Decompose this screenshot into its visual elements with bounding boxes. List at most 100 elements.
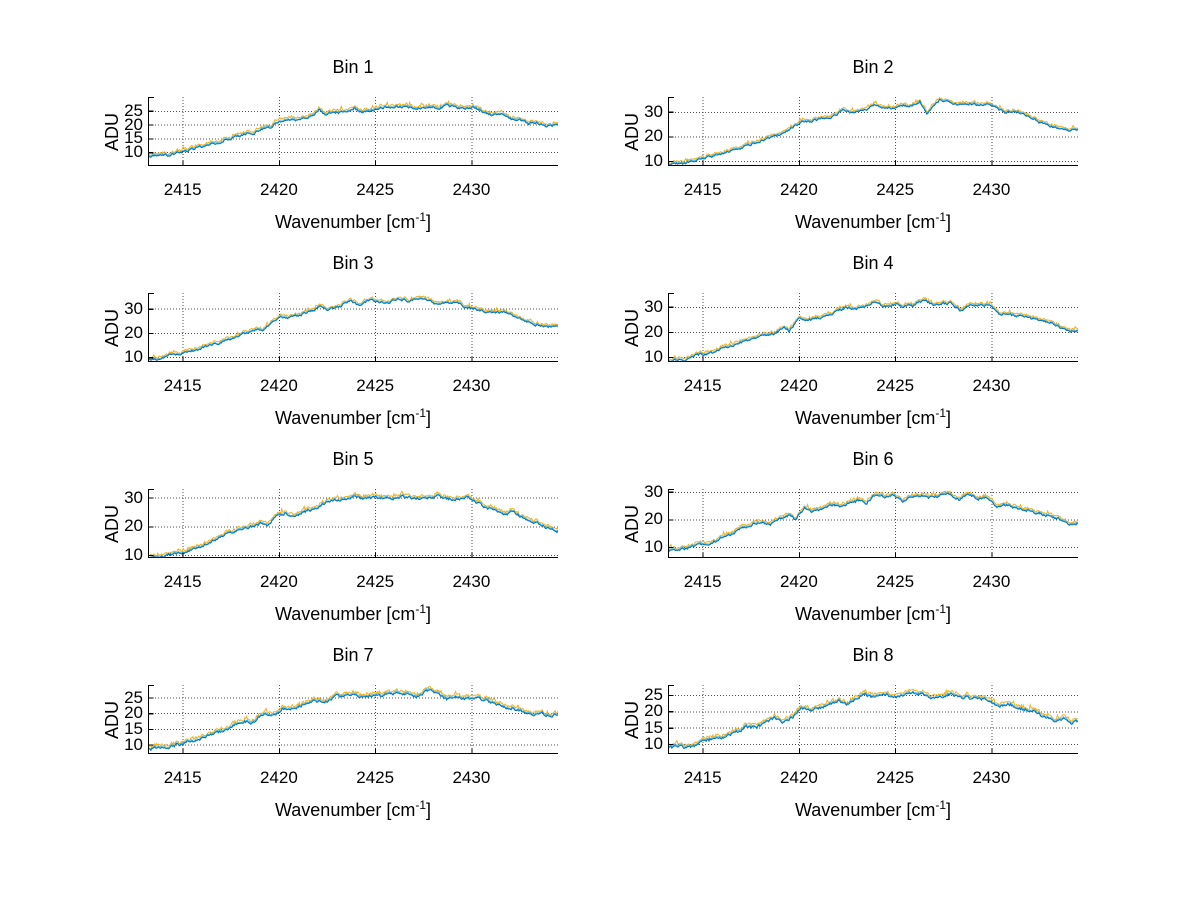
plot-area [668, 489, 1078, 558]
trace-yellow [148, 99, 558, 156]
y-tick-label: 30 [124, 487, 143, 507]
subplot-title: Bin 3 [332, 253, 374, 273]
y-tick-label: 10 [644, 734, 663, 754]
subplot-title: Bin 5 [332, 449, 374, 469]
x-tick-label: 2415 [683, 376, 722, 395]
y-tick-label: 15 [644, 717, 663, 737]
trace-yellow [668, 97, 1078, 164]
y-tick-label: 25 [124, 687, 143, 707]
x-tick-label: 2425 [356, 376, 395, 395]
trace-cyan [668, 492, 1078, 551]
x-tick-label: 2415 [683, 572, 722, 591]
y-tick-label: 10 [644, 151, 663, 171]
x-tick-label: 2425 [876, 376, 915, 395]
x-axis-label-exponent: -1 [415, 406, 427, 420]
y-tick-label: 20 [644, 701, 663, 721]
subplot-title: Bin 6 [852, 449, 894, 469]
y-tick-label: 15 [124, 128, 143, 148]
y-tick-label: 20 [644, 126, 663, 146]
subplot-title: Bin 7 [332, 645, 374, 665]
y-tick-label: 30 [124, 298, 143, 318]
x-axis-label-text: Wavenumber [cm [274, 604, 416, 624]
trace-cyan [668, 98, 1078, 165]
plot-area [668, 685, 1078, 754]
x-tick-label: 2430 [452, 180, 491, 199]
x-axis-label-text: Wavenumber [cm [794, 604, 936, 624]
x-axis-label-exponent: -1 [935, 602, 947, 616]
trace-cyan [668, 690, 1078, 748]
subplot-title: Bin 8 [852, 645, 894, 665]
x-axis-label-suffix: ] [426, 212, 432, 232]
trace-blue [150, 494, 558, 558]
plot-area [668, 293, 1078, 362]
subplot-title: Bin 4 [852, 253, 894, 273]
y-tick-label: 20 [124, 114, 143, 134]
y-tick-label: 10 [644, 346, 663, 366]
plot-area [148, 489, 558, 558]
x-tick-label: 2420 [779, 572, 818, 591]
trace-blue [668, 691, 1078, 749]
x-tick-label: 2415 [163, 572, 202, 591]
x-axis-label-suffix: ] [946, 408, 952, 428]
x-axis-label-text: Wavenumber [cm [274, 408, 416, 428]
trace-yellow [668, 490, 1078, 550]
x-axis-label: Wavenumber [cm-1] [713, 407, 1033, 429]
x-tick-label: 2425 [876, 572, 915, 591]
x-tick-label: 2425 [876, 768, 915, 787]
trace-yellow [148, 490, 558, 558]
x-tick-label: 2420 [259, 180, 298, 199]
x-axis-label: Wavenumber [cm-1] [193, 211, 513, 233]
y-tick-label: 10 [124, 545, 143, 565]
y-tick-label: 10 [124, 734, 143, 754]
x-tick-label: 2425 [356, 768, 395, 787]
x-axis-label-exponent: -1 [415, 210, 427, 224]
y-tick-label: 25 [124, 100, 143, 120]
x-axis-label-exponent: -1 [415, 798, 427, 812]
y-tick-label: 20 [124, 703, 143, 723]
x-axis-label-exponent: -1 [935, 798, 947, 812]
x-tick-label: 2425 [876, 180, 915, 199]
x-tick-label: 2415 [163, 376, 202, 395]
x-tick-label: 2420 [259, 768, 298, 787]
trace-blue [148, 103, 558, 158]
plot-area [148, 685, 558, 754]
x-tick-label: 2420 [779, 180, 818, 199]
x-axis-label: Wavenumber [cm-1] [193, 603, 513, 625]
y-tick-label: 30 [644, 481, 663, 501]
x-axis-label-suffix: ] [946, 212, 952, 232]
subplot-title: Bin 2 [852, 57, 894, 77]
y-tick-label: 15 [124, 718, 143, 738]
x-axis-label-exponent: -1 [935, 406, 947, 420]
x-tick-label: 2420 [259, 572, 298, 591]
trace-yellow [148, 685, 558, 748]
trace-yellow [668, 688, 1078, 748]
trace-yellow [148, 295, 558, 360]
x-tick-label: 2430 [452, 572, 491, 591]
x-tick-label: 2420 [259, 376, 298, 395]
trace-blue [668, 299, 1078, 362]
trace-yellow [668, 296, 1078, 361]
y-tick-label: 25 [644, 684, 663, 704]
x-tick-label: 2430 [452, 768, 491, 787]
trace-cyan [148, 688, 558, 750]
y-tick-label: 20 [124, 322, 143, 342]
x-axis-label-exponent: -1 [415, 602, 427, 616]
x-tick-label: 2430 [972, 572, 1011, 591]
plot-area [148, 293, 558, 362]
x-tick-label: 2415 [683, 180, 722, 199]
x-axis-label-suffix: ] [946, 604, 952, 624]
trace-blue [668, 492, 1078, 552]
trace-cyan [148, 493, 558, 558]
y-tick-label: 10 [124, 347, 143, 367]
x-axis-label: Wavenumber [cm-1] [713, 211, 1033, 233]
y-tick-label: 30 [644, 296, 663, 316]
y-tick-label: 20 [644, 509, 663, 529]
y-tick-label: 10 [644, 536, 663, 556]
x-axis-label-suffix: ] [426, 800, 432, 820]
x-axis-label-text: Wavenumber [cm [794, 408, 936, 428]
subplot-title: Bin 1 [332, 57, 374, 77]
x-tick-label: 2430 [972, 376, 1011, 395]
x-axis-label-suffix: ] [426, 408, 432, 428]
x-axis-label-text: Wavenumber [cm [794, 212, 936, 232]
